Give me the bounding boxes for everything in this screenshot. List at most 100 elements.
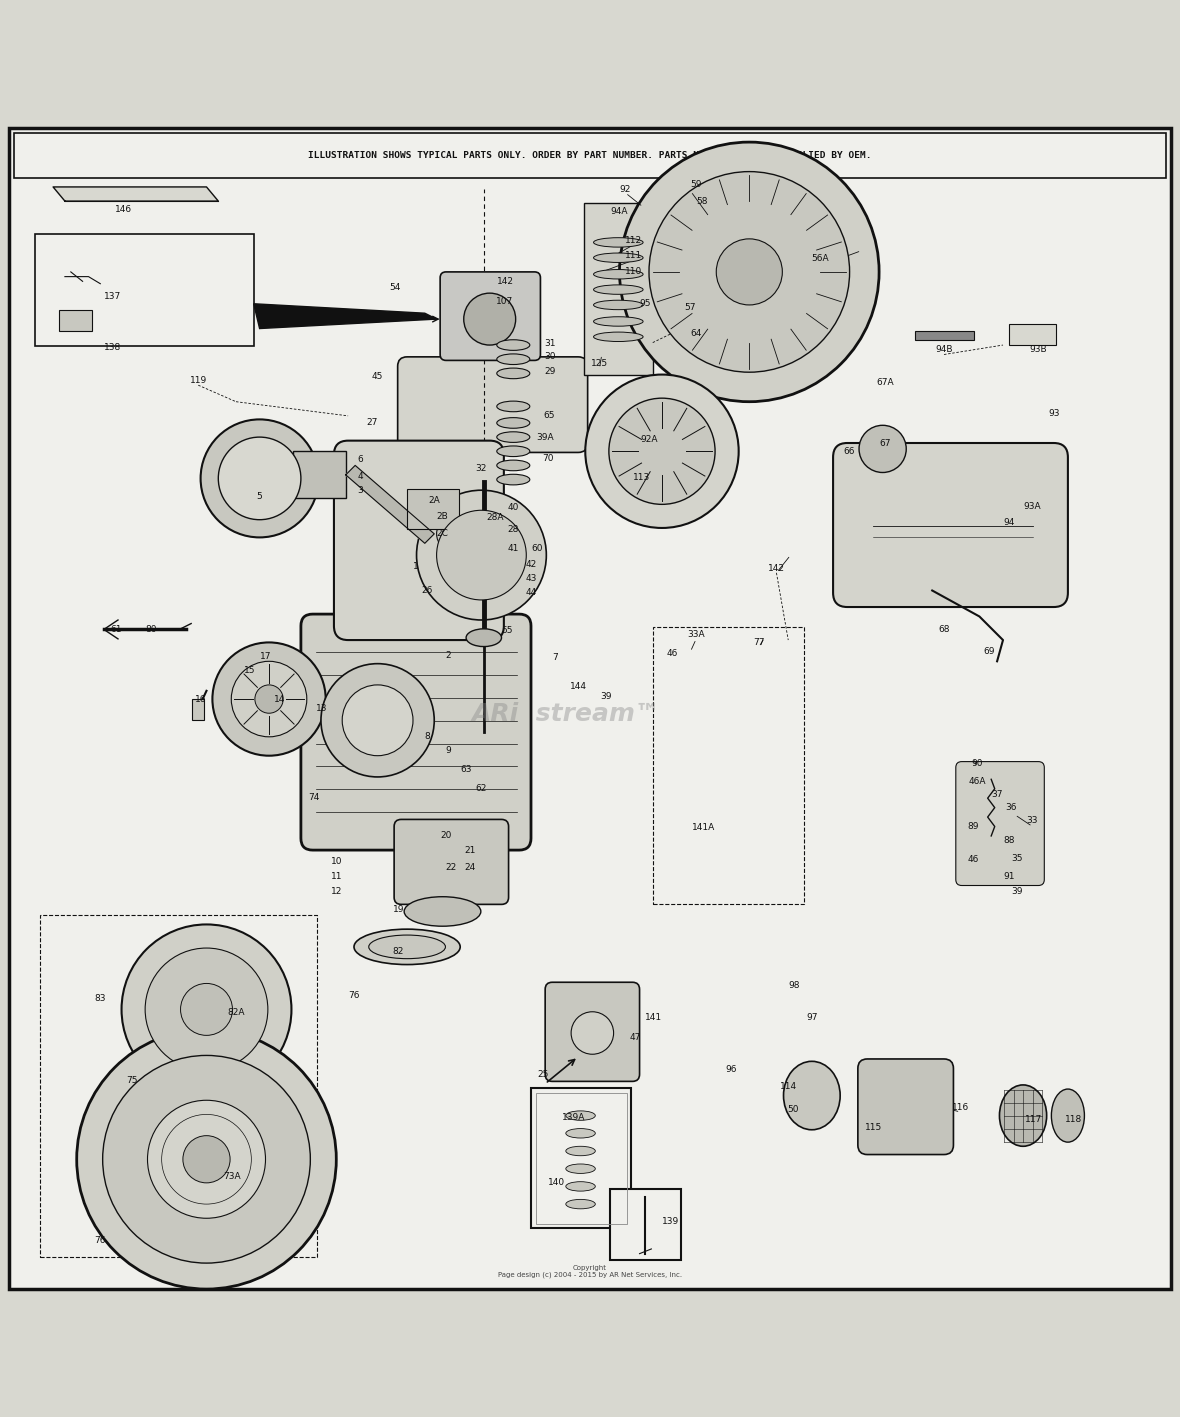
Bar (192, 699, 204, 720)
Bar (914, 332, 973, 340)
Text: 93: 93 (1048, 410, 1060, 418)
Text: 40: 40 (507, 503, 519, 513)
Text: 2: 2 (446, 650, 451, 660)
Text: 94: 94 (1003, 517, 1015, 527)
Circle shape (437, 516, 472, 551)
Text: 114: 114 (780, 1081, 796, 1091)
Text: 82: 82 (392, 947, 404, 956)
Text: 44: 44 (525, 588, 537, 598)
Text: 125: 125 (591, 360, 608, 368)
Text: 37: 37 (991, 791, 1003, 799)
Text: 10: 10 (330, 857, 342, 866)
Circle shape (342, 684, 413, 755)
Text: 65: 65 (543, 411, 555, 421)
Text: 66: 66 (844, 446, 856, 456)
Text: 93A: 93A (1024, 502, 1041, 512)
Bar (35, 234, 254, 346)
Ellipse shape (368, 935, 446, 959)
Text: 30: 30 (544, 353, 556, 361)
Ellipse shape (354, 930, 460, 965)
Ellipse shape (594, 269, 643, 279)
Text: 112: 112 (625, 235, 642, 245)
Text: 15: 15 (244, 666, 256, 676)
Text: 111: 111 (625, 251, 642, 259)
Text: 54: 54 (389, 283, 401, 292)
Circle shape (585, 374, 739, 529)
Text: 69: 69 (983, 648, 995, 656)
Text: 116: 116 (952, 1102, 969, 1112)
Ellipse shape (1051, 1090, 1084, 1142)
Bar (14, 133, 1166, 177)
Ellipse shape (594, 317, 643, 326)
Bar (59, 310, 92, 332)
Ellipse shape (594, 332, 643, 341)
Ellipse shape (565, 1163, 595, 1173)
Ellipse shape (497, 446, 530, 456)
Ellipse shape (404, 897, 481, 927)
Text: 107: 107 (497, 298, 513, 306)
Text: 67: 67 (879, 438, 891, 448)
Text: 9: 9 (446, 747, 451, 755)
Text: 142: 142 (497, 276, 513, 286)
Circle shape (122, 924, 291, 1094)
FancyBboxPatch shape (858, 1058, 953, 1155)
Text: 7: 7 (552, 653, 557, 662)
Ellipse shape (497, 401, 530, 412)
Text: Copyright
Page design (c) 2004 - 2015 by AR Net Services, Inc.: Copyright Page design (c) 2004 - 2015 by… (498, 1265, 682, 1278)
Text: 75: 75 (126, 1076, 138, 1084)
Text: 11: 11 (330, 871, 342, 880)
Text: 139: 139 (662, 1217, 678, 1226)
Text: 146: 146 (116, 205, 132, 214)
Bar (293, 451, 346, 499)
Bar (653, 628, 804, 904)
Text: 36: 36 (1005, 803, 1017, 812)
Text: 113: 113 (634, 473, 650, 482)
Text: 41: 41 (507, 544, 519, 553)
FancyBboxPatch shape (833, 444, 1068, 606)
Text: 142: 142 (768, 564, 785, 572)
Text: 82A: 82A (228, 1009, 244, 1017)
Text: 2A: 2A (428, 496, 440, 506)
Text: 74: 74 (308, 792, 320, 802)
Text: 137: 137 (104, 292, 120, 302)
Polygon shape (53, 187, 218, 201)
Text: 80: 80 (145, 625, 157, 633)
Text: 43: 43 (525, 574, 537, 584)
FancyBboxPatch shape (956, 761, 1044, 886)
Text: 47: 47 (629, 1033, 641, 1043)
FancyBboxPatch shape (334, 441, 504, 640)
Ellipse shape (594, 285, 643, 295)
Text: ILLUSTRATION SHOWS TYPICAL PARTS ONLY. ORDER BY PART NUMBER. PARTS NOT LISTED AR: ILLUSTRATION SHOWS TYPICAL PARTS ONLY. O… (308, 150, 872, 160)
FancyBboxPatch shape (545, 982, 640, 1081)
Ellipse shape (594, 254, 643, 262)
Circle shape (859, 425, 906, 472)
Text: 60: 60 (531, 544, 543, 553)
Ellipse shape (466, 629, 502, 646)
Circle shape (231, 662, 307, 737)
Text: 94B: 94B (936, 346, 952, 354)
Text: 76: 76 (94, 1236, 106, 1246)
Text: 141A: 141A (691, 823, 715, 832)
Circle shape (437, 510, 526, 599)
Text: 56A: 56A (812, 255, 828, 264)
Text: 29: 29 (544, 367, 556, 376)
Text: 68: 68 (938, 625, 950, 633)
Text: 4: 4 (358, 472, 362, 480)
Ellipse shape (594, 238, 643, 247)
Text: 140: 140 (549, 1179, 565, 1187)
Text: 21: 21 (464, 846, 476, 854)
Text: 33: 33 (1027, 816, 1038, 825)
Ellipse shape (497, 340, 530, 350)
Text: 28: 28 (507, 524, 519, 534)
Ellipse shape (565, 1128, 595, 1138)
Text: 119: 119 (190, 376, 206, 385)
FancyBboxPatch shape (301, 614, 531, 850)
Text: 39: 39 (1011, 887, 1023, 896)
Text: 17: 17 (260, 652, 271, 662)
Text: 28A: 28A (487, 513, 504, 521)
Polygon shape (346, 465, 434, 543)
Text: 115: 115 (865, 1122, 881, 1132)
Text: 63: 63 (460, 765, 472, 774)
Text: 13: 13 (316, 704, 328, 713)
Text: 27: 27 (366, 418, 378, 428)
